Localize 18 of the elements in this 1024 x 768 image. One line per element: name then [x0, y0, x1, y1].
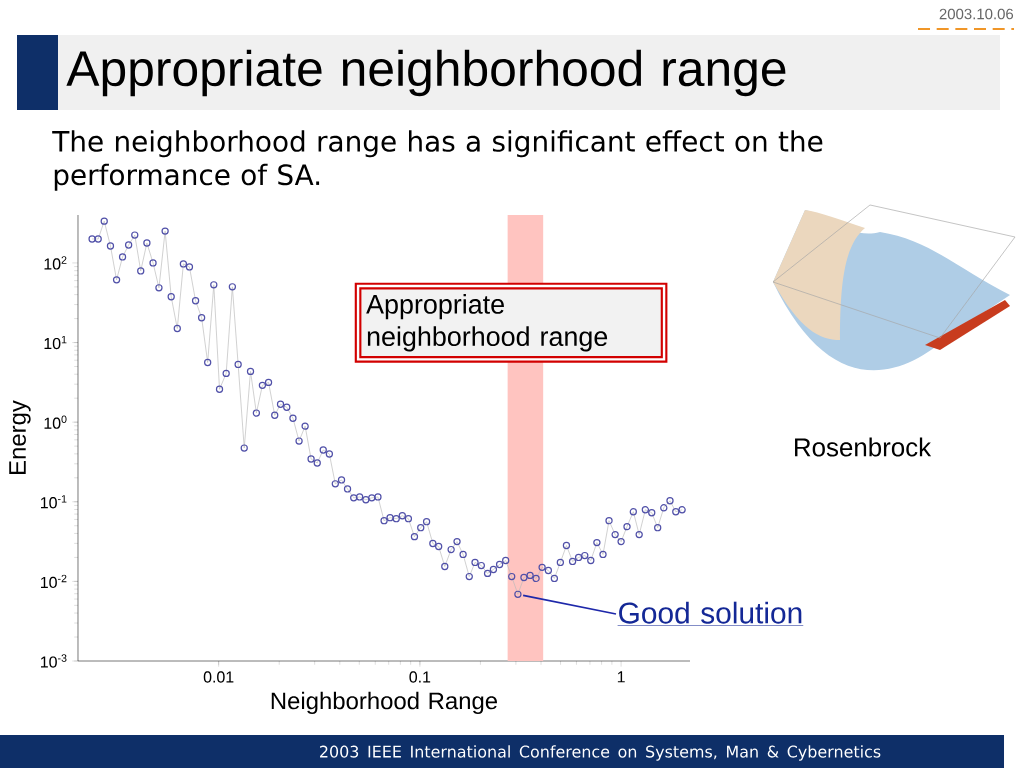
annotation: Good solution: [619, 601, 802, 624]
chart-title: Appropriate neighborhood range: [66, 49, 786, 97]
band-label: Appropriate neighborhood range: [366, 294, 608, 352]
chart-subtitle: The neighborhood range has a significant effect on the performance of SA.: [52, 130, 823, 191]
y-tick-label: 10$^{1}$: [44, 335, 67, 350]
text: Rosenbrock: [795, 437, 932, 457]
x-tick-label: 1: [617, 671, 625, 683]
y-axis-title: Energy: [9, 400, 31, 474]
y-tick-label: 10$^{2}$: [44, 256, 67, 270]
text: 2003 IEEE International Conference on Systems, Man & Cybernetics: [320, 745, 881, 761]
y-tick-label: 10$^{-2}$: [41, 574, 67, 589]
y-tick-label: 10$^{-1}$: [41, 495, 67, 509]
x-tick-label: 0.01: [203, 671, 234, 683]
x-tick-label: 0.1: [409, 671, 431, 683]
x-axis-title: Neighborhood Range: [271, 691, 498, 715]
text: 2003.10.06: [939, 8, 1014, 20]
y-tick-label: 10$^{0}$: [44, 415, 67, 429]
y-tick-label: 10$^{-3}$: [41, 654, 67, 668]
